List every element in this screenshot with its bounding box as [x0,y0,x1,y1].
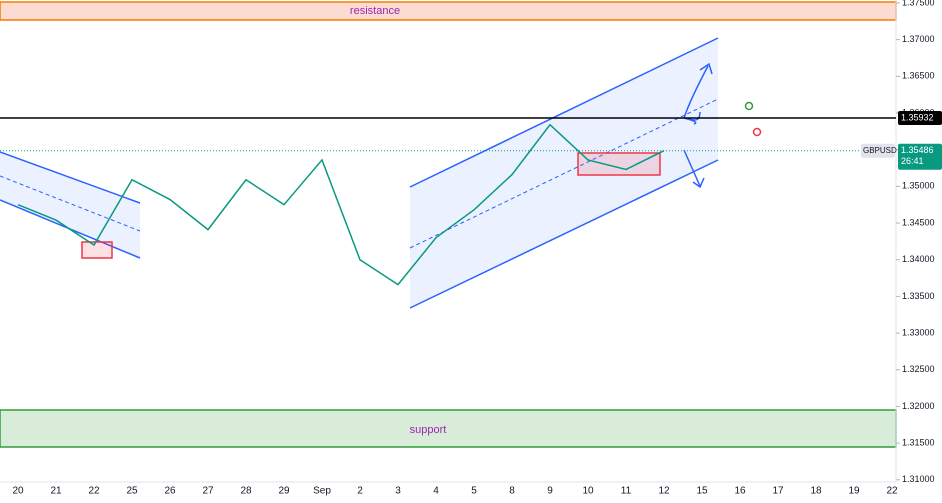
price-tag [898,143,942,170]
x-tick-label: 20 [12,486,24,497]
symbol-label: GBPUSD [863,146,897,155]
box [577,152,661,176]
x-tick-label: 8 [509,486,515,497]
resistance-label: resistance [350,5,400,17]
x-tick-label: 19 [848,486,860,497]
price-tag [898,110,942,125]
channel-line [0,151,141,204]
price-line [17,123,665,286]
marker [752,127,762,137]
price-tag-label: 1.35486 [901,145,934,155]
x-tick-label: 28 [240,486,252,497]
x-tick-label: 4 [433,486,439,497]
x-tick-label: 22 [886,486,898,497]
y-tick-label: 1.37000 [902,34,935,44]
box [81,241,113,259]
x-tick-label: 9 [547,486,553,497]
x-tick-label: 17 [772,486,784,497]
countdown: 26:41 [901,156,924,166]
x-tick-label: 15 [696,486,708,497]
y-tick-label: 1.31500 [902,437,935,447]
support-label: support [410,424,447,436]
y-tick-label: 1.36500 [902,71,935,81]
x-tick-label: Sep [313,486,331,497]
resistance-zone [0,1,897,21]
y-tick-label: 1.35000 [902,181,935,191]
y-tick-label: 1.31000 [902,474,935,484]
y-tick-label: 1.34500 [902,217,935,227]
x-tick-label: 25 [126,486,138,497]
x-tick-label: 5 [471,486,477,497]
y-tick-label: 1.37500 [902,0,935,7]
x-tick-label: 29 [278,486,290,497]
support-zone [0,409,897,448]
y-tick-label: 1.33000 [902,327,935,337]
marker [744,101,754,111]
x-tick-label: 22 [88,486,100,497]
x-tick-label: 11 [621,486,632,497]
y-tick-label: 1.33500 [902,291,935,301]
channel [0,152,140,258]
x-tick-label: 21 [50,486,62,497]
channel-line [409,37,719,188]
x-tick-label: 26 [164,486,176,497]
x-tick-label: 10 [582,486,594,497]
x-tick-label: 27 [202,486,214,497]
x-tick-label: 16 [734,486,746,497]
channel-mid [409,98,719,249]
symbol-tag [861,143,895,158]
x-tick-label: 2 [357,486,363,497]
channel-line [409,159,719,309]
y-tick-label: 1.32000 [902,401,935,411]
price-tag-label: 1.35932 [901,112,934,122]
x-tick-label: 18 [810,486,822,497]
x-tick-label: 12 [658,486,670,497]
y-tick-label: 1.34000 [902,254,935,264]
arrows [683,62,713,189]
y-tick-label: 1.32500 [902,364,935,374]
x-tick-label: 3 [395,486,401,497]
